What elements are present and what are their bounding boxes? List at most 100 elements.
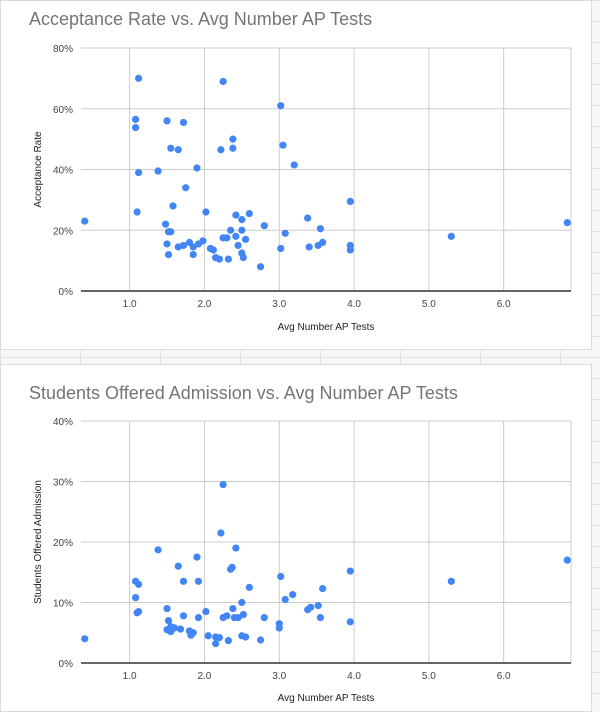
data-point[interactable] [167,228,175,236]
data-point[interactable] [202,208,210,216]
data-point[interactable] [228,563,236,572]
data-point[interactable] [563,556,571,564]
data-point[interactable] [241,633,250,641]
data-point[interactable] [316,614,324,622]
data-point[interactable] [260,614,268,622]
data-point[interactable] [319,584,327,593]
data-point[interactable] [135,168,143,177]
data-point[interactable] [135,74,143,82]
data-point[interactable] [204,632,212,640]
data-point[interactable] [194,614,203,622]
data-point[interactable] [277,572,285,581]
data-point[interactable] [304,214,312,222]
data-point[interactable] [229,144,237,152]
data-point[interactable] [227,226,235,234]
data-point[interactable] [81,635,89,643]
data-point[interactable] [164,250,173,259]
data-point[interactable] [179,577,188,585]
chart-card-acceptance-rate[interactable]: Acceptance Rate vs. Avg Number AP Tests … [0,0,592,350]
data-point[interactable] [174,562,182,570]
data-point[interactable] [132,594,140,602]
data-point[interactable] [277,244,285,253]
data-point[interactable] [217,146,225,154]
data-point[interactable] [224,255,232,263]
data-point[interactable] [189,250,197,259]
data-point[interactable] [234,614,242,622]
data-point[interactable] [281,595,289,604]
data-point[interactable] [170,624,179,632]
data-point[interactable] [289,591,297,599]
data-point[interactable] [189,629,197,637]
data-point[interactable] [132,115,140,123]
data-point[interactable] [132,123,140,132]
data-point[interactable] [239,611,247,619]
data-point[interactable] [307,603,315,611]
data-point[interactable] [154,546,162,554]
data-point[interactable] [238,598,246,607]
data-point[interactable] [346,567,354,575]
data-point[interactable] [215,255,223,263]
data-point[interactable] [161,220,170,228]
chart-card-students-offered-admission[interactable]: Students Offered Admission vs. Avg Numbe… [0,364,592,712]
data-point[interactable] [346,618,354,626]
data-point[interactable] [290,161,298,169]
data-point[interactable] [217,529,225,537]
data-point[interactable] [305,243,313,251]
data-point[interactable] [256,636,265,644]
data-point[interactable] [316,225,324,233]
data-point[interactable] [164,617,173,625]
data-point[interactable] [260,222,268,230]
data-point[interactable] [193,164,201,172]
data-point[interactable] [223,234,231,242]
data-point[interactable] [81,217,89,225]
data-point[interactable] [133,609,141,617]
data-point[interactable] [199,237,207,245]
data-point[interactable] [179,612,188,620]
data-point[interactable] [245,209,253,218]
data-point[interactable] [167,144,175,152]
data-point[interactable] [241,235,250,243]
data-point[interactable] [169,202,177,210]
data-point[interactable] [179,118,188,127]
data-point[interactable] [229,135,237,143]
data-point[interactable] [245,583,253,591]
data-point[interactable] [319,238,327,246]
data-point[interactable] [234,241,242,250]
data-point[interactable] [219,480,227,489]
data-point[interactable] [163,604,171,613]
data-point[interactable] [154,167,162,175]
data-point[interactable] [212,640,220,648]
data-point[interactable] [447,577,455,585]
data-point[interactable] [189,243,197,251]
data-point[interactable] [277,102,285,110]
data-point[interactable] [194,577,203,585]
data-point[interactable] [281,229,289,237]
data-point[interactable] [232,211,240,219]
data-point[interactable] [346,197,354,205]
data-point[interactable] [239,253,247,262]
data-point[interactable] [314,601,322,610]
data-point[interactable] [256,263,265,271]
data-point[interactable] [209,246,218,254]
data-point[interactable] [174,146,182,154]
data-point[interactable] [193,553,201,561]
data-point[interactable] [238,226,246,234]
data-point[interactable] [224,637,232,645]
data-point[interactable] [182,184,190,192]
data-point[interactable] [232,544,240,552]
data-point[interactable] [223,612,231,620]
data-point[interactable] [238,216,246,224]
data-point[interactable] [176,625,185,633]
data-point[interactable] [163,117,171,125]
data-point[interactable] [563,219,571,227]
data-point[interactable] [133,208,141,216]
data-point[interactable] [163,240,171,248]
data-point[interactable] [219,77,227,86]
data-point[interactable] [447,232,455,240]
data-point[interactable] [229,604,237,613]
data-point[interactable] [279,141,287,149]
data-point[interactable] [232,232,240,240]
data-point[interactable] [135,580,143,588]
data-point[interactable] [275,624,283,632]
data-point[interactable] [215,633,223,642]
